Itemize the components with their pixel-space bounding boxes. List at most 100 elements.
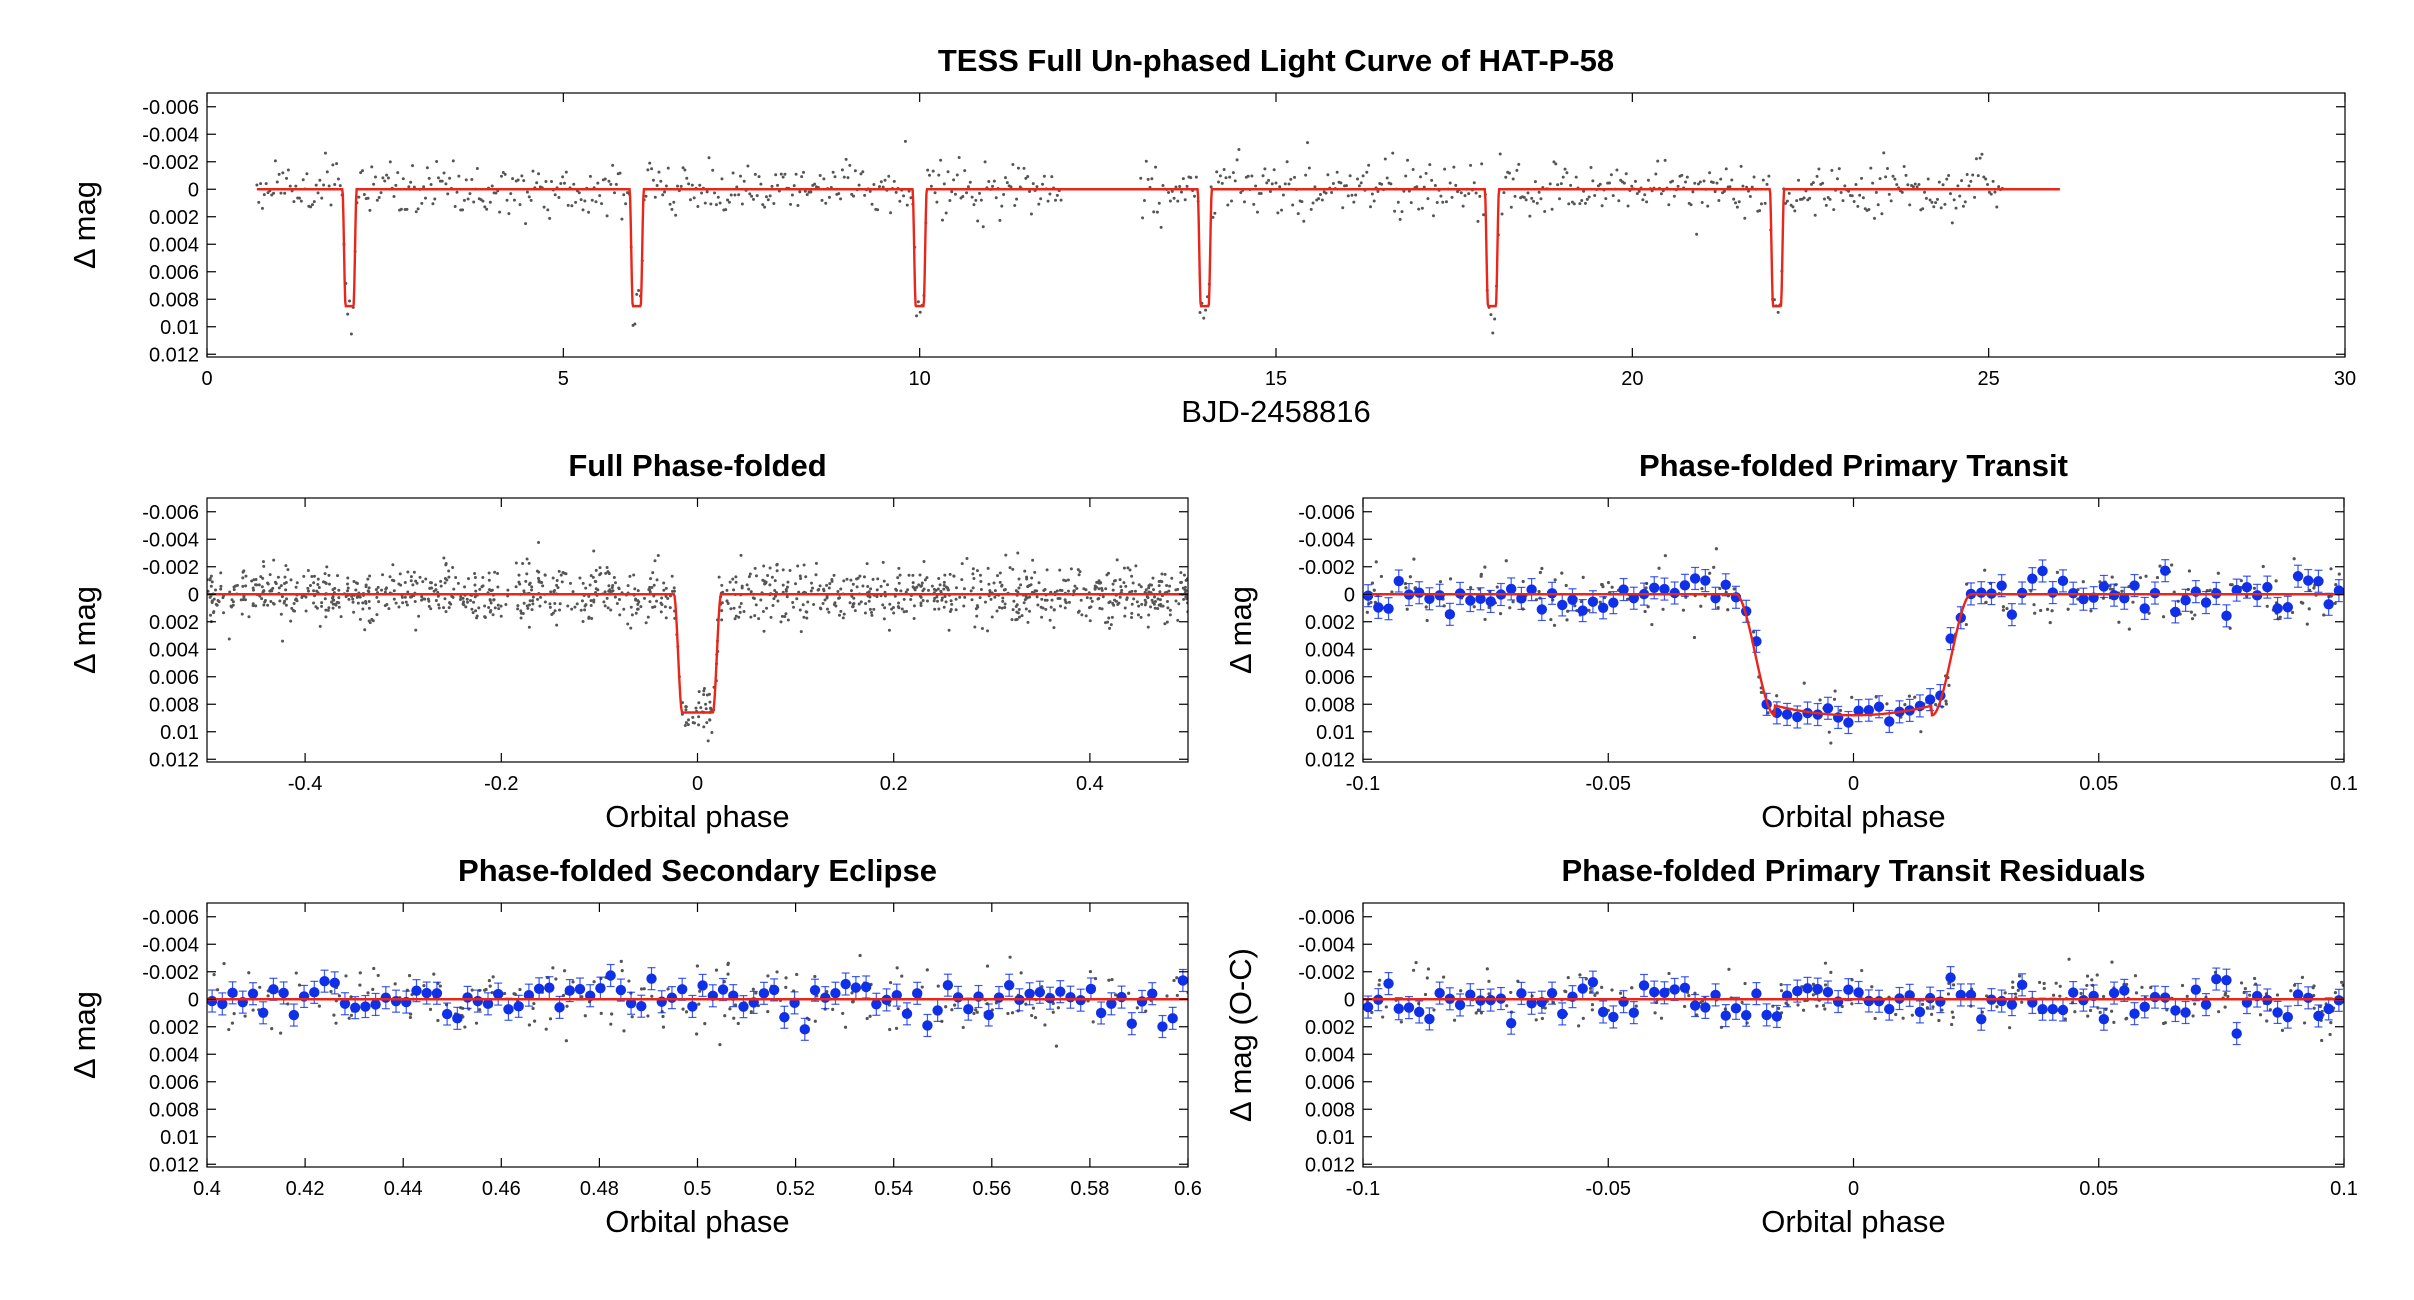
data-point	[779, 172, 783, 176]
data-point	[590, 198, 594, 202]
data-point	[521, 561, 525, 565]
data-point	[912, 617, 916, 621]
raw-point	[1827, 730, 1831, 734]
data-point	[1530, 196, 1534, 200]
data-point	[1144, 588, 1148, 592]
binned-point	[1618, 996, 1629, 1007]
data-point	[866, 584, 870, 588]
data-point	[643, 596, 647, 600]
data-point	[443, 581, 447, 585]
data-point	[352, 580, 356, 584]
binned-point	[1106, 998, 1117, 1010]
data-point	[1122, 566, 1126, 570]
data-point	[1448, 181, 1452, 185]
data-point	[333, 183, 337, 187]
data-point	[1237, 147, 1241, 151]
data-point	[895, 588, 899, 592]
x-tick-label: 0.05	[2079, 1178, 2118, 1200]
data-point	[414, 210, 418, 214]
data-point	[499, 604, 503, 608]
raw-point	[1919, 730, 1923, 734]
binned-point	[564, 985, 575, 996]
data-point	[800, 175, 804, 179]
data-point	[496, 585, 500, 589]
data-point	[451, 566, 455, 570]
data-point	[870, 613, 874, 617]
data-point	[487, 588, 491, 592]
y-axis-label: Δ mag (O-C)	[1223, 948, 1258, 1122]
data-point	[239, 598, 243, 602]
data-point	[394, 183, 398, 187]
data-point	[931, 169, 935, 173]
data-point	[926, 168, 930, 172]
data-point	[1130, 589, 1134, 593]
data-point	[1867, 208, 1871, 212]
data-point	[596, 181, 600, 185]
data-point	[1039, 197, 1043, 201]
data-point	[1239, 191, 1243, 195]
binned-point	[2047, 1004, 2058, 1015]
chart-full-phase: Full Phase-folded-0.006-0.004-0.00200.00…	[67, 448, 1189, 834]
data-point	[1730, 178, 1734, 182]
raw-point	[851, 1000, 855, 1004]
binned-point	[2139, 603, 2150, 614]
data-point	[367, 586, 371, 590]
data-point	[972, 576, 976, 580]
raw-point	[1091, 1020, 1095, 1024]
data-point	[726, 601, 730, 605]
data-point	[377, 600, 381, 604]
raw-point	[1944, 699, 1948, 703]
raw-point	[1509, 990, 1513, 995]
data-point	[496, 603, 500, 607]
data-point	[1140, 602, 1144, 606]
y-tick-label: 0.006	[1305, 667, 1355, 689]
data-point	[909, 196, 913, 200]
binned-point	[370, 999, 381, 1010]
data-point	[784, 589, 788, 593]
data-point	[581, 581, 585, 585]
binned-point	[462, 992, 473, 1003]
data-point	[936, 587, 940, 591]
data-point	[898, 573, 902, 577]
data-point	[765, 606, 769, 610]
binned-point	[411, 985, 422, 996]
data-point	[862, 575, 866, 579]
data-point	[1176, 618, 1180, 622]
raw-point	[896, 1007, 900, 1011]
raw-point	[1581, 575, 1585, 579]
chart-title: Phase-folded Primary Transit	[1639, 448, 2068, 483]
data-point	[509, 192, 513, 196]
data-point	[820, 198, 824, 202]
data-point	[753, 614, 757, 618]
data-point	[683, 168, 687, 172]
data-point	[810, 586, 814, 590]
data-point	[1289, 177, 1293, 181]
data-point	[789, 202, 793, 206]
binned-point	[1444, 609, 1456, 620]
data-point	[1454, 183, 1458, 187]
binned-point	[329, 977, 340, 989]
data-point	[1052, 608, 1056, 612]
data-point	[1222, 167, 1226, 171]
data-point	[699, 706, 703, 710]
raw-point	[1829, 970, 1833, 974]
data-point	[742, 179, 746, 183]
data-point	[381, 176, 385, 180]
data-point	[859, 600, 863, 604]
data-point	[1956, 184, 1960, 188]
data-point	[911, 581, 915, 585]
data-point	[406, 590, 410, 594]
data-point	[1174, 588, 1178, 592]
data-point	[577, 191, 581, 195]
data-point	[615, 601, 619, 605]
data-point	[783, 172, 787, 176]
data-point	[1700, 201, 1704, 205]
data-point	[1165, 600, 1169, 604]
data-point	[316, 582, 320, 586]
binned-point	[421, 987, 432, 999]
raw-point	[212, 972, 216, 977]
data-point	[799, 577, 803, 581]
data-point	[1016, 166, 1020, 170]
data-point	[337, 601, 341, 605]
data-point	[555, 579, 559, 583]
